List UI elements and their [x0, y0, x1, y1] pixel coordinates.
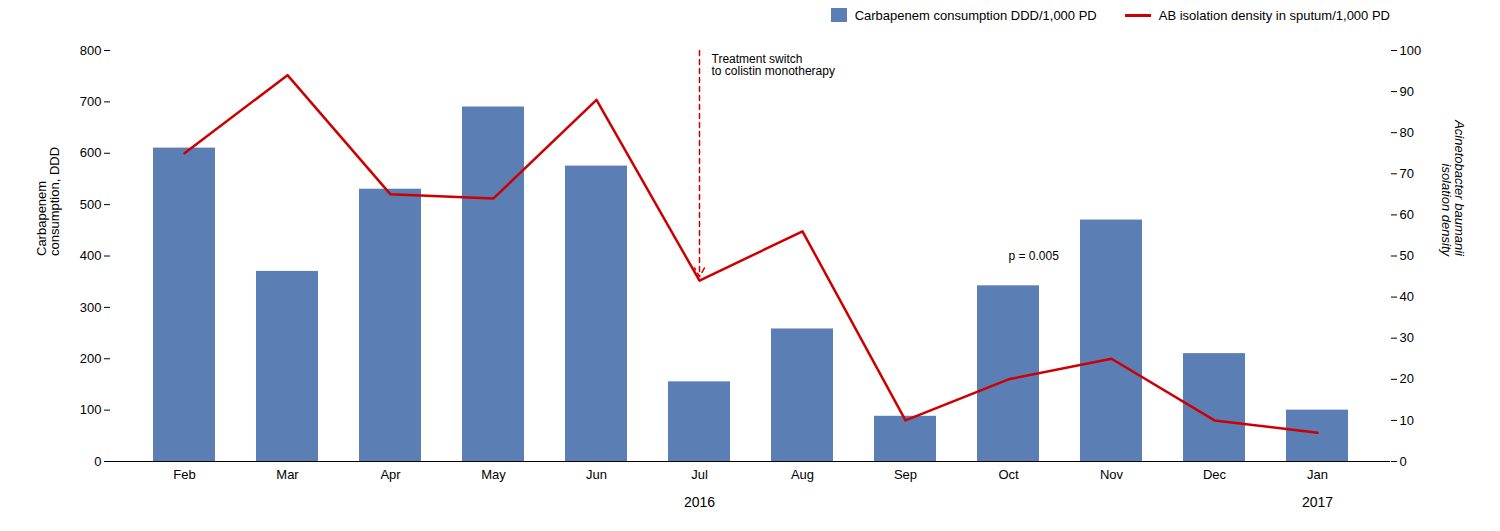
svg-text:2017: 2017	[1302, 494, 1333, 510]
svg-text:Jun: Jun	[586, 467, 607, 482]
svg-text:100: 100	[80, 402, 102, 417]
svg-text:2016: 2016	[684, 494, 715, 510]
svg-text:Carbapenemconsumption, DDD: Carbapenemconsumption, DDD	[34, 147, 62, 256]
svg-text:20: 20	[1400, 371, 1414, 386]
svg-text:800: 800	[80, 43, 102, 58]
svg-text:Apr: Apr	[380, 467, 401, 482]
svg-text:Acinetobacter baumaniiisolatio: Acinetobacter baumaniiisolation density	[1439, 119, 1467, 257]
svg-text:300: 300	[80, 300, 102, 315]
svg-text:60: 60	[1400, 207, 1414, 222]
html-text:AB isolation density in sputum: AB isolation density in sputum/1,000 PD	[1158, 7, 1390, 23]
svg-text:50: 50	[1400, 248, 1414, 263]
svg-text:Feb: Feb	[173, 467, 195, 482]
svg-text:700: 700	[80, 94, 102, 109]
svg-text:Sep: Sep	[894, 467, 917, 482]
svg-text:Jul: Jul	[691, 467, 708, 482]
svg-text:70: 70	[1400, 166, 1414, 181]
svg-text:10: 10	[1400, 413, 1414, 428]
svg-text:500: 500	[80, 197, 102, 212]
svg-text:0: 0	[1400, 454, 1407, 469]
svg-text:400: 400	[80, 248, 102, 263]
svg-text:Dec: Dec	[1203, 467, 1227, 482]
svg-text:100: 100	[1400, 43, 1422, 58]
svg-text:600: 600	[80, 145, 102, 160]
svg-text:40: 40	[1400, 289, 1414, 304]
svg-text:Aug: Aug	[791, 467, 814, 482]
svg-text:200: 200	[80, 351, 102, 366]
svg-text:May: May	[481, 467, 506, 482]
svg-text:p = 0.005: p = 0.005	[1009, 249, 1060, 263]
svg-text:Nov: Nov	[1100, 467, 1124, 482]
svg-text:90: 90	[1400, 84, 1414, 99]
svg-text:Jan: Jan	[1307, 467, 1328, 482]
svg-text:30: 30	[1400, 330, 1414, 345]
svg-text:80: 80	[1400, 125, 1414, 140]
svg-text:Mar: Mar	[276, 467, 299, 482]
svg-text:Oct: Oct	[998, 467, 1019, 482]
svg-text:Treatment switchto colistin mo: Treatment switchto colistin monotherapy	[712, 52, 835, 78]
html-text:Carbapenem consumption DDD/1,0: Carbapenem consumption DDD/1,000 PD	[854, 7, 1097, 23]
svg-text:0: 0	[94, 454, 101, 469]
